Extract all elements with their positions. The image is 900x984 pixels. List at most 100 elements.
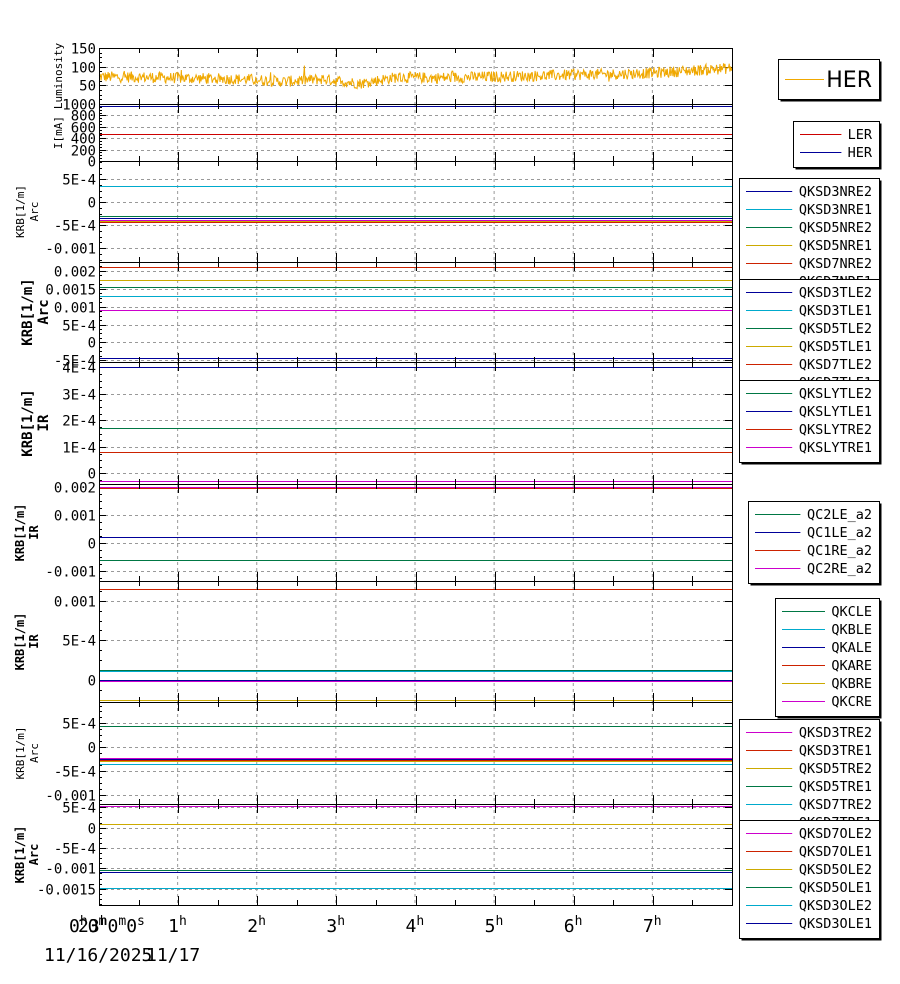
y-tick-label: 3E-4 xyxy=(62,388,96,404)
x-tick-label: 4h xyxy=(406,914,425,937)
legend-label-QKSD3TLE1: QKSD3TLE1 xyxy=(799,303,872,319)
y-tick-label: 2E-4 xyxy=(62,414,96,430)
legend-4: QKSD3TLE2 QKSD3TLE1 QKSD5TLE2 QKSD5TLE1 QKSD… xyxy=(739,279,882,398)
panel-frame xyxy=(99,161,733,263)
legend-label-QKSD5OLE2: QKSD5OLE2 xyxy=(799,862,872,878)
y-axis-label: Luminosity xyxy=(52,43,65,110)
legend-label-QC2RE_a2: QC2RE_a2 xyxy=(807,561,872,577)
legend-label-QKSLYTLE1: QKSLYTLE1 xyxy=(799,404,872,420)
y-tick-label: -0.0015 xyxy=(37,883,96,899)
y-tick-label: 0.001 xyxy=(54,509,96,525)
legend-box xyxy=(748,501,880,584)
y-tick-label: -0.001 xyxy=(45,789,96,805)
legend-label-QKSLYTLE2: QKSLYTLE2 xyxy=(799,386,872,402)
y-tick-label: 0.002 xyxy=(54,481,96,497)
x-tick-label: 3h xyxy=(326,914,345,937)
y-axis-label: Arc xyxy=(28,202,41,222)
y-tick-label: 0.001 xyxy=(54,595,96,611)
series-line-HER xyxy=(98,62,733,90)
legend-label-QKSD7TLE2: QKSD7TLE2 xyxy=(799,357,872,373)
legend-label-HER: HER xyxy=(826,68,872,93)
y-axis-label: IR xyxy=(27,525,41,540)
legend-label-QKARE: QKARE xyxy=(831,658,872,674)
y-tick-label: 0 xyxy=(88,196,96,212)
y-axis-label: KRB[1/m] xyxy=(13,613,27,671)
y-axis-label: KRB[1/m] xyxy=(20,389,36,456)
y-tick-label: 800 xyxy=(71,109,96,125)
y-tick-label: 4E-4 xyxy=(62,361,96,377)
y-axis-label: KRB[1/m] xyxy=(20,278,36,345)
x-tick-label: 23h0m0s xyxy=(78,914,145,937)
legend-label-QC1RE_a2: QC1RE_a2 xyxy=(807,543,872,559)
x-tick-label: 0h0m xyxy=(69,914,107,937)
x-date-label: 11/17 xyxy=(146,945,200,966)
legend-8: QKSD3TRE2 QKSD3TRE1 QKSD5TRE2 QKSD5TRE1 QKSD… xyxy=(739,719,882,840)
y-axis-label: KRB[1/m] xyxy=(13,504,27,562)
y-axis-label: IR xyxy=(27,634,41,649)
y-axis-label: KRB[1/m] xyxy=(14,185,27,238)
x-tick-label: 1h xyxy=(168,914,187,937)
y-tick-label: 0 xyxy=(88,467,96,483)
y-tick-label: 0 xyxy=(88,674,96,690)
legend-label-QC2LE_a2: QC2LE_a2 xyxy=(807,507,872,523)
legend-label-QKSD7TRE2: QKSD7TRE2 xyxy=(799,797,872,813)
legend-label-LER: LER xyxy=(848,127,873,143)
y-tick-label: 1000 xyxy=(62,98,96,114)
x-tick-label: 7h xyxy=(643,914,662,937)
legend-label-QKSD5TLE2: QKSD5TLE2 xyxy=(799,321,872,337)
legend-label-QKBLE: QKBLE xyxy=(831,622,872,638)
y-tick-label: 0.0015 xyxy=(45,283,96,299)
legend-9: QKSD7OLE2 QKSD7OLE1 QKSD5OLE2 QKSD5OLE1 QKSD… xyxy=(739,820,882,941)
y-tick-label: 5E-4 xyxy=(62,717,96,733)
legend-label-QKSD5TRE1: QKSD5TRE1 xyxy=(799,779,872,795)
legend-1: HER xyxy=(778,59,882,102)
legend-label-QKCRE: QKCRE xyxy=(831,694,872,710)
legend-label-QKSD3OLE1: QKSD3OLE1 xyxy=(799,916,872,932)
legend-label-QKSD7NRE2: QKSD7NRE2 xyxy=(799,256,872,272)
y-axis-label: Arc xyxy=(27,844,41,866)
legend-label-QKSD3TRE2: QKSD3TRE2 xyxy=(799,725,872,741)
y-tick-label: 0 xyxy=(88,336,96,352)
x-tick-label: 2h xyxy=(247,914,266,937)
legend-3: QKSD3NRE2 QKSD3NRE1 QKSD5NRE2 QKSD5NRE1 QKSD… xyxy=(739,178,882,297)
legend-label-QKSD5NRE2: QKSD5NRE2 xyxy=(799,220,872,236)
legend-5: QKSLYTLE2 QKSLYTLE1 QKSLYTRE2 QKSLYTRE1 xyxy=(739,380,882,465)
x-date-label: 11/16/2025 xyxy=(44,945,152,966)
y-tick-label: 50 xyxy=(79,79,96,95)
y-axis-label: I[mA] xyxy=(52,116,65,149)
legend-label-QKSD3TRE1: QKSD3TRE1 xyxy=(799,743,872,759)
legend-label-QKSD7OLE1: QKSD7OLE1 xyxy=(799,844,872,860)
legend-label-QKSD5OLE1: QKSD5OLE1 xyxy=(799,880,872,896)
y-tick-label: 1E-4 xyxy=(62,441,96,457)
panel-frame xyxy=(99,362,733,485)
y-axis-label: Arc xyxy=(36,299,52,324)
panel-4: 0.002 0.0015 0.001 5E-40 -5E-4 KRB[1/m] Arc xyxy=(20,262,733,370)
legend-box xyxy=(739,719,880,838)
y-tick-label: 5E-4 xyxy=(62,173,96,189)
legend-box xyxy=(739,820,880,939)
panel-frame xyxy=(99,804,733,906)
legend-label-HER: HER xyxy=(848,145,873,161)
y-tick-label: 0 xyxy=(88,741,96,757)
y-axis-label: IR xyxy=(36,414,52,431)
legend-label-QKBRE: QKBRE xyxy=(831,676,872,692)
panel-6: 0.002 0.001 0 -0.001 KRB[1/m] IR xyxy=(13,481,733,582)
legend-box xyxy=(739,380,880,463)
panel-frame xyxy=(99,581,733,703)
y-tick-label: 400 xyxy=(71,132,96,148)
y-tick-label: -0.001 xyxy=(45,242,96,258)
x-tick-label: 5h xyxy=(485,914,504,937)
panel-frame xyxy=(99,702,733,805)
legend-label-QKSLYTRE1: QKSLYTRE1 xyxy=(799,440,872,456)
legend-box xyxy=(775,598,880,717)
panel-3: 5E-4 0 -5E-4 -0.001 KRB[1/m] Arc xyxy=(14,161,733,263)
legend-label-QKSD7OLE2: QKSD7OLE2 xyxy=(799,826,872,842)
y-tick-label: 5E-4 xyxy=(62,319,96,335)
legend-7: QKCLE QKBLE QKALE QKARE QKBRE QKCRE xyxy=(775,598,882,719)
y-tick-label: -5E-4 xyxy=(54,354,96,370)
y-tick-label: 200 xyxy=(71,144,96,160)
legend-2: LER HER xyxy=(793,121,882,170)
panel-frame xyxy=(99,262,733,363)
